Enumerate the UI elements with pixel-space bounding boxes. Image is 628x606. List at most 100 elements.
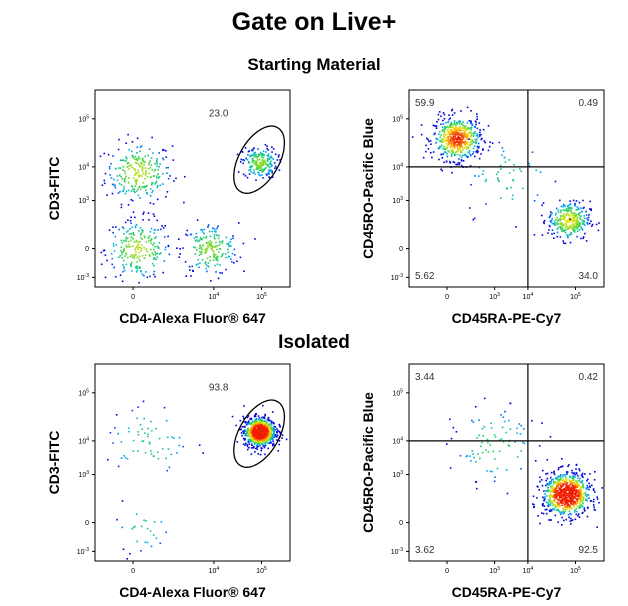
event-point	[458, 143, 461, 146]
event-point	[557, 478, 559, 481]
event-point	[189, 269, 191, 271]
event-point	[254, 419, 256, 421]
event-point	[477, 136, 479, 138]
event-point	[200, 251, 203, 253]
event-point	[154, 168, 157, 171]
event-point	[262, 420, 264, 422]
event-point	[553, 473, 556, 476]
event-point	[580, 494, 582, 497]
event-point	[592, 489, 595, 491]
event-point	[150, 248, 152, 251]
event-point	[250, 167, 252, 169]
event-point	[571, 484, 574, 486]
event-point	[198, 239, 201, 242]
event-point	[580, 490, 582, 493]
event-point	[479, 135, 481, 137]
event-point	[564, 205, 567, 207]
event-point	[481, 451, 484, 454]
event-point	[155, 180, 158, 183]
event-point	[162, 158, 165, 161]
event-point	[579, 498, 581, 500]
event-point	[252, 439, 254, 442]
event-point	[443, 161, 445, 164]
event-point	[205, 247, 208, 250]
event-point	[558, 487, 560, 489]
event-point	[567, 236, 569, 239]
event-point	[486, 470, 488, 472]
event-point	[134, 225, 137, 228]
event-point	[570, 481, 572, 484]
event-point	[259, 161, 262, 164]
event-point	[130, 263, 132, 265]
event-point	[135, 239, 138, 242]
event-point	[454, 126, 457, 129]
event-point	[492, 450, 494, 453]
event-point	[568, 214, 571, 216]
event-point	[104, 254, 107, 256]
event-point	[257, 164, 259, 166]
event-point	[147, 433, 149, 435]
event-point	[453, 112, 456, 114]
event-point	[250, 171, 252, 173]
event-point	[261, 433, 264, 436]
event-point	[155, 236, 157, 238]
event-point	[566, 501, 568, 504]
event-point	[548, 482, 550, 484]
event-point	[561, 510, 564, 513]
event-point	[158, 242, 161, 244]
event-point	[445, 160, 448, 163]
event-point	[264, 441, 267, 443]
event-point	[251, 165, 254, 168]
event-point	[571, 491, 573, 493]
event-point	[454, 134, 456, 136]
event-point	[135, 271, 138, 273]
event-point	[133, 254, 136, 256]
event-point	[255, 413, 258, 415]
event-point	[203, 236, 205, 239]
event-point	[199, 238, 201, 241]
event-point	[209, 243, 212, 246]
event-point	[123, 265, 125, 268]
event-point	[576, 227, 579, 230]
event-point	[588, 222, 591, 225]
event-point	[564, 229, 567, 231]
event-point	[563, 506, 565, 509]
event-point	[267, 163, 270, 166]
event-point	[225, 256, 228, 259]
event-point	[568, 504, 570, 506]
event-point	[573, 225, 575, 227]
event-point	[487, 441, 489, 444]
event-point	[115, 414, 118, 416]
event-point	[569, 489, 572, 492]
event-point	[520, 468, 522, 470]
event-point	[478, 434, 480, 437]
event-point	[573, 472, 575, 474]
event-point	[583, 217, 586, 219]
event-point	[453, 136, 455, 138]
event-point	[214, 237, 216, 240]
event-point	[558, 494, 560, 497]
event-point	[141, 175, 143, 177]
event-point	[155, 176, 158, 179]
event-point	[481, 427, 484, 430]
event-point	[457, 121, 459, 123]
event-point	[157, 246, 159, 248]
event-point	[108, 166, 111, 168]
event-point	[270, 441, 272, 444]
event-point	[257, 168, 259, 170]
event-point	[558, 511, 561, 513]
event-point	[496, 177, 499, 179]
event-point	[553, 494, 556, 496]
event-point	[581, 472, 584, 475]
event-point	[130, 216, 132, 219]
event-point	[137, 450, 139, 452]
event-point	[450, 143, 453, 146]
event-point	[574, 226, 577, 229]
event-point	[575, 471, 577, 474]
event-point	[576, 217, 579, 219]
event-point	[161, 448, 164, 450]
event-point	[266, 147, 268, 150]
event-point	[156, 256, 159, 258]
event-point	[269, 430, 272, 433]
event-point	[497, 171, 499, 173]
